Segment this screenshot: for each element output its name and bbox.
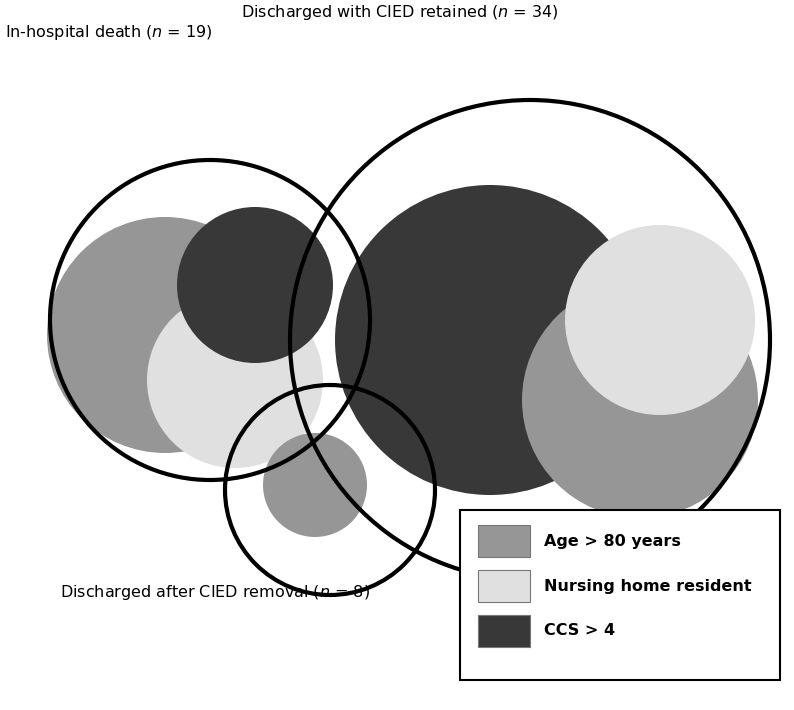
FancyBboxPatch shape bbox=[460, 510, 780, 680]
Circle shape bbox=[177, 207, 333, 363]
Circle shape bbox=[225, 385, 435, 595]
Circle shape bbox=[335, 185, 645, 495]
Circle shape bbox=[50, 160, 370, 480]
FancyBboxPatch shape bbox=[478, 525, 530, 557]
FancyBboxPatch shape bbox=[478, 615, 530, 647]
Text: Age > 80 years: Age > 80 years bbox=[544, 534, 681, 549]
Text: Discharged with CIED retained ($\mathit{n}$ = 34): Discharged with CIED retained ($\mathit{… bbox=[241, 3, 559, 22]
Circle shape bbox=[290, 100, 770, 580]
Circle shape bbox=[522, 282, 758, 518]
Text: Nursing home resident: Nursing home resident bbox=[544, 579, 752, 594]
FancyBboxPatch shape bbox=[478, 570, 530, 602]
Circle shape bbox=[565, 225, 755, 415]
Text: Discharged after CIED removal ($\mathit{n}$ = 8): Discharged after CIED removal ($\mathit{… bbox=[60, 583, 370, 602]
Text: CCS > 4: CCS > 4 bbox=[544, 623, 615, 638]
Text: In-hospital death ($\mathit{n}$ = 19): In-hospital death ($\mathit{n}$ = 19) bbox=[5, 23, 213, 42]
Circle shape bbox=[263, 433, 367, 537]
Circle shape bbox=[47, 217, 283, 453]
Circle shape bbox=[147, 292, 323, 468]
